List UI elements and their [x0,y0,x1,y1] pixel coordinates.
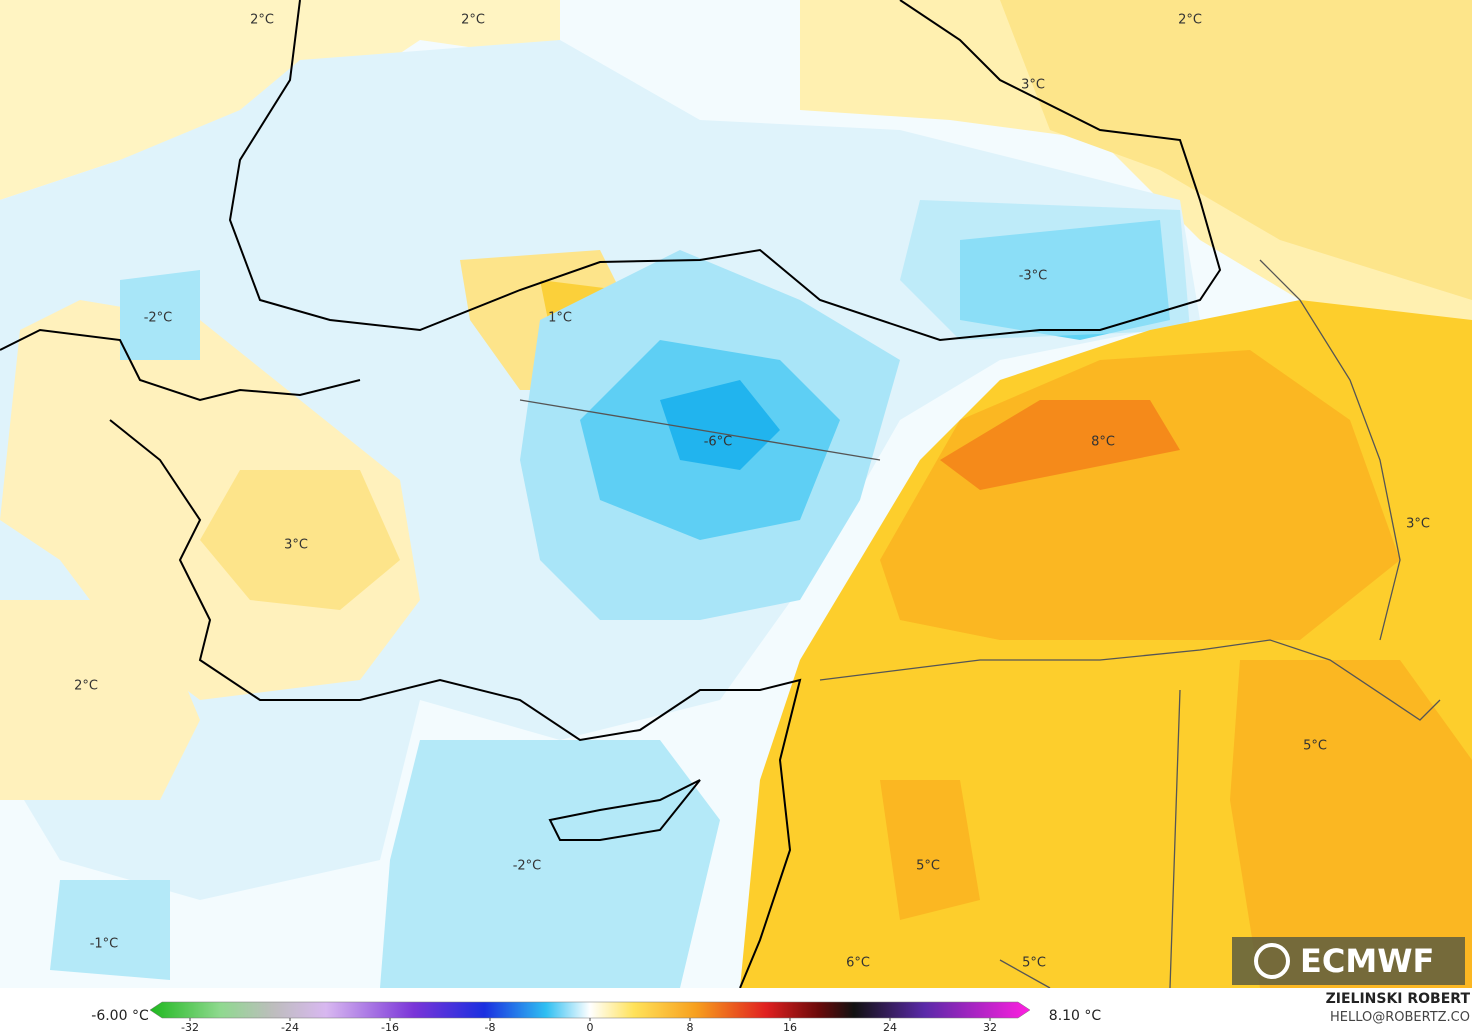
colorbar-tick-label: -24 [281,1021,299,1034]
map [0,0,1472,989]
temp-label: 3°C [284,538,308,553]
temp-label: 5°C [916,859,940,874]
temp-label: 2°C [461,13,485,28]
temp-label: -2°C [513,859,542,874]
temp-label: -3°C [1019,269,1048,284]
logo: ECMWF [1232,937,1465,985]
temp-label: 8°C [1091,435,1115,450]
colorbar-tick-label: -8 [485,1021,496,1034]
temp-label: 5°C [1303,739,1327,754]
colorbar-tick-label: -16 [381,1021,399,1034]
temp-label: 3°C [1406,517,1430,532]
colorbar-tick-label: 16 [783,1021,797,1034]
contact: HELLO@ROBERTZ.CO [1330,1010,1470,1025]
colorbar-min: -6.00 °C [91,1008,149,1024]
colorbar-tick-label: 0 [587,1021,594,1034]
colorbar-tick-label: 32 [983,1021,997,1034]
colorbar-tick-label: 8 [687,1021,694,1034]
temp-label: -1°C [90,937,119,952]
author: ZIELINSKI ROBERT [1326,991,1471,1007]
colorbar-max: 8.10 °C [1049,1008,1102,1024]
temp-label: 2°C [250,13,274,28]
temp-label: -6°C [704,435,733,450]
temp-label: 3°C [1021,78,1045,93]
map-labels: 2°C 2°C 2°C 3°C -3°C -2°C 1°C -6°C 8°C 3… [74,13,1430,971]
temp-label: -2°C [144,311,173,326]
temp-label: 2°C [1178,13,1202,28]
temp-label: 6°C [846,956,870,971]
temp-label: 5°C [1022,956,1046,971]
colorbar-tick-label: -32 [181,1021,199,1034]
temp-label: 1°C [548,311,572,326]
colorbar-tick-label: 24 [883,1021,897,1034]
colorbar: -6.00 °C 8.10 °C -32 -24 -16 -8 0 8 16 24 32 [91,1001,1102,1034]
temp-label: 2°C [74,679,98,694]
logo-text: ECMWF [1300,942,1434,980]
